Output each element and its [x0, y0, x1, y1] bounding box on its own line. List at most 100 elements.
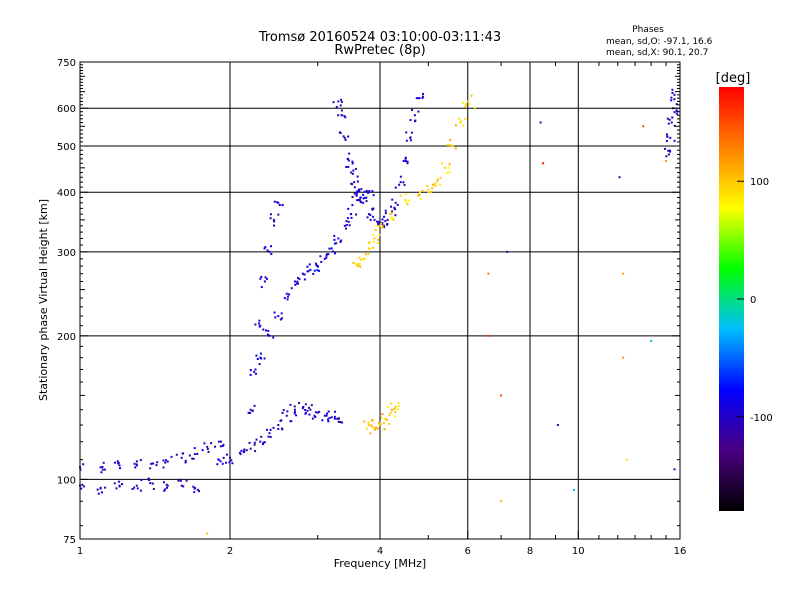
- echo-point: [348, 152, 351, 155]
- echo-point: [297, 282, 300, 285]
- echo-point: [219, 460, 222, 463]
- echo-point: [277, 424, 280, 427]
- echo-point: [333, 242, 336, 245]
- echo-point: [357, 264, 360, 267]
- echo-point: [347, 165, 350, 168]
- echo-point: [316, 269, 319, 272]
- echo-point: [184, 461, 187, 464]
- echo-point: [369, 432, 372, 435]
- echo-point: [365, 200, 368, 203]
- echo-point: [140, 479, 143, 482]
- echo-point: [465, 103, 468, 106]
- echo-point: [131, 487, 134, 490]
- echo-point: [413, 114, 416, 117]
- echo-point: [270, 245, 273, 248]
- echo-point: [386, 223, 389, 226]
- echo-point: [371, 246, 374, 249]
- echo-point: [382, 224, 385, 227]
- echo-point: [259, 356, 262, 359]
- echo-point: [362, 257, 365, 260]
- echo-point: [359, 258, 362, 261]
- echo-point: [396, 203, 399, 206]
- echo-point: [500, 394, 503, 397]
- echo-point: [323, 414, 326, 417]
- echo-point: [376, 427, 379, 430]
- echo-point: [221, 444, 224, 447]
- echo-point: [346, 217, 349, 220]
- echo-point: [487, 334, 490, 337]
- echo-point: [97, 492, 100, 495]
- echo-point: [254, 372, 257, 375]
- echo-point: [330, 416, 333, 419]
- echo-point: [372, 233, 375, 236]
- echo-point: [178, 478, 181, 481]
- echo-point: [343, 224, 346, 227]
- echo-point: [193, 453, 196, 456]
- echo-point: [82, 463, 85, 466]
- echo-point: [671, 91, 674, 94]
- echo-point: [273, 311, 276, 314]
- echo-point: [330, 247, 333, 250]
- echo-point: [289, 403, 292, 406]
- echo-point: [506, 250, 509, 253]
- echo-point: [191, 457, 194, 460]
- echo-point: [356, 265, 359, 268]
- echo-point: [403, 183, 406, 186]
- echo-point: [179, 479, 182, 482]
- echo-point: [263, 357, 266, 360]
- echo-point: [419, 191, 422, 194]
- echo-point: [203, 442, 206, 445]
- echo-point: [192, 485, 195, 488]
- echo-point: [381, 225, 384, 228]
- echo-point: [372, 194, 375, 197]
- echo-point: [394, 186, 397, 189]
- echo-point: [435, 181, 438, 184]
- echo-point: [350, 216, 353, 219]
- echo-point: [414, 120, 417, 123]
- echo-point: [113, 482, 116, 485]
- echo-point: [462, 101, 465, 104]
- echo-point: [417, 110, 420, 113]
- echo-point: [293, 280, 296, 283]
- echo-point: [406, 162, 409, 165]
- echo-point: [288, 293, 291, 296]
- echo-point: [81, 483, 84, 486]
- echo-point: [422, 92, 425, 95]
- echo-point: [274, 316, 277, 319]
- x-tick-label: 10: [572, 546, 585, 557]
- echo-point: [177, 479, 180, 482]
- echo-point: [101, 468, 104, 471]
- echo-point: [306, 409, 309, 412]
- echo-point: [347, 207, 350, 210]
- chart-subtitle: RwPretec (8p): [334, 43, 425, 58]
- x-axis-label: Frequency [MHz]: [334, 557, 426, 570]
- echo-point: [165, 459, 168, 462]
- echo-point: [307, 270, 310, 273]
- echo-point: [669, 136, 672, 139]
- echo-point: [101, 465, 104, 468]
- phase-stats-o: mean, sd,O: -97.1, 16.6: [606, 37, 713, 47]
- echo-point: [147, 477, 150, 480]
- echo-point: [327, 420, 330, 423]
- echo-point: [398, 183, 401, 186]
- echo-point: [302, 405, 305, 408]
- echo-point: [343, 136, 346, 139]
- echo-point: [431, 183, 434, 186]
- echo-point: [258, 319, 261, 322]
- echo-point: [399, 175, 402, 178]
- echo-point: [358, 188, 361, 191]
- echo-point: [402, 160, 405, 163]
- echo-point: [351, 160, 354, 163]
- echo-point: [406, 203, 409, 206]
- echo-point: [363, 257, 366, 260]
- echo-point: [309, 408, 312, 411]
- echo-point: [165, 486, 168, 489]
- echo-point: [290, 287, 293, 290]
- echo-point: [556, 424, 559, 427]
- echo-point: [470, 94, 473, 97]
- echo-point: [447, 166, 450, 169]
- echo-point: [249, 447, 252, 450]
- y-tick-label: 750: [57, 58, 76, 69]
- x-tick-label: 16: [674, 546, 687, 557]
- echo-point: [311, 417, 314, 420]
